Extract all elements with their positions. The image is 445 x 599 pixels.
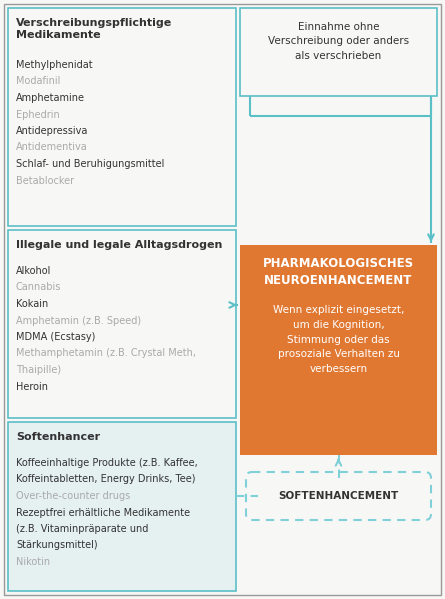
Text: Stärkungsmittel): Stärkungsmittel) (16, 540, 97, 550)
Text: Alkohol: Alkohol (16, 266, 51, 276)
Bar (8, 422, 236, 591)
Bar (8, 8, 236, 226)
Text: Rezeptfrei erhältliche Medikamente: Rezeptfrei erhältliche Medikamente (16, 507, 190, 518)
Text: Illegale und legale Alltagsdrogen: Illegale und legale Alltagsdrogen (16, 240, 223, 250)
Text: Cannabis: Cannabis (16, 283, 61, 292)
Text: Methylphenidat: Methylphenidat (16, 60, 93, 70)
Text: Verschreibungspflichtige
Medikamente: Verschreibungspflichtige Medikamente (16, 18, 172, 40)
Text: Kokain: Kokain (16, 299, 48, 309)
Text: (z.B. Vitaminpräparate und: (z.B. Vitaminpräparate und (16, 524, 148, 534)
Text: Heroin: Heroin (16, 382, 48, 392)
Text: PHARMAKOLOGISCHES
NEUROENHANCEMENT: PHARMAKOLOGISCHES NEUROENHANCEMENT (263, 257, 414, 286)
FancyBboxPatch shape (246, 472, 431, 520)
Text: Amphetamin (z.B. Speed): Amphetamin (z.B. Speed) (16, 316, 141, 325)
Text: Thaipille): Thaipille) (16, 365, 61, 375)
Text: Nikotin: Nikotin (16, 557, 50, 567)
Text: Koffeeinhaltige Produkte (z.B. Kaffee,: Koffeeinhaltige Produkte (z.B. Kaffee, (16, 458, 198, 468)
Bar (8, 230, 236, 418)
Text: Einnahme ohne
Verschreibung oder anders
als verschrieben: Einnahme ohne Verschreibung oder anders … (268, 22, 409, 61)
Text: Schlaf- und Beruhigungsmittel: Schlaf- und Beruhigungsmittel (16, 159, 164, 169)
Text: Betablocker: Betablocker (16, 176, 74, 186)
Text: Koffeintabletten, Energy Drinks, Tee): Koffeintabletten, Energy Drinks, Tee) (16, 474, 195, 485)
Text: MDMA (Ecstasy): MDMA (Ecstasy) (16, 332, 95, 342)
Text: SOFTENHANCEMENT: SOFTENHANCEMENT (279, 491, 399, 501)
Text: Wenn explizit eingesetzt,
um die Kognition,
Stimmung oder das
prosoziale Verhalt: Wenn explizit eingesetzt, um die Kogniti… (273, 305, 404, 374)
Text: Methamphetamin (z.B. Crystal Meth,: Methamphetamin (z.B. Crystal Meth, (16, 349, 196, 358)
Text: Ephedrin: Ephedrin (16, 110, 60, 119)
Text: Modafinil: Modafinil (16, 77, 61, 86)
Text: Amphetamine: Amphetamine (16, 93, 85, 103)
Text: Over-the-counter drugs: Over-the-counter drugs (16, 491, 130, 501)
Text: Softenhancer: Softenhancer (16, 432, 100, 442)
Text: Antidementiva: Antidementiva (16, 143, 88, 153)
Bar (240, 8, 437, 96)
Bar (240, 245, 437, 455)
Text: Antidepressiva: Antidepressiva (16, 126, 89, 136)
